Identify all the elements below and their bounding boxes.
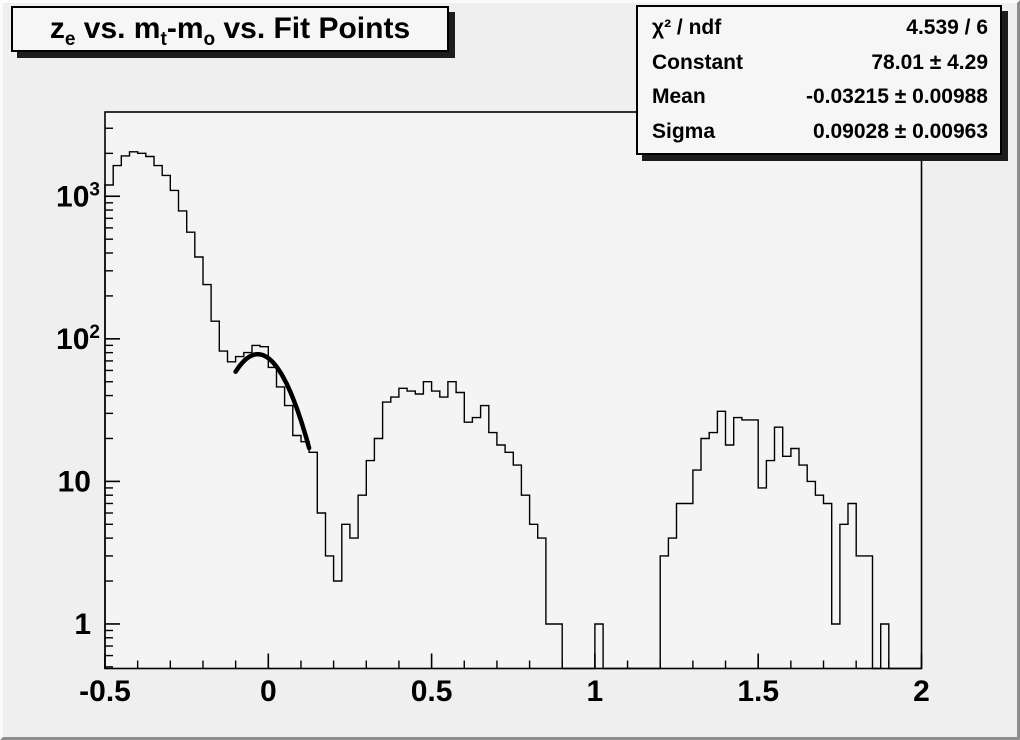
stats-label-chi2: χ² / ndf: [652, 16, 722, 40]
y-axis-tick-label: 102: [56, 322, 100, 356]
stats-value-constant: 78.01 ± 4.29: [871, 50, 988, 74]
stats-value-sigma: 0.09028 ± 0.00963: [812, 119, 988, 143]
histogram-plot: 1 10 102 103 -0.5 0 0.5 1 1.5 2: [56, 111, 930, 708]
title-subscript: t: [160, 29, 167, 50]
x-axis-tick-label: -0.5: [79, 675, 131, 708]
stats-box: χ² / ndf 4.539 / 6 Constant 78.01 ± 4.29…: [636, 5, 1002, 155]
stats-value-mean: -0.03215 ± 0.00988: [805, 85, 988, 109]
stats-row-mean: Mean -0.03215 ± 0.00988: [638, 85, 1000, 109]
x-axis-tick-label: 1: [587, 675, 604, 708]
y-axis-tick-label: 10: [58, 465, 91, 498]
stats-label-constant: Constant: [652, 50, 743, 74]
x-axis-tick-label: 0: [260, 675, 277, 708]
stats-row-sigma: Sigma 0.09028 ± 0.00963: [638, 120, 1000, 144]
gaussian-fit-curve: [233, 351, 312, 451]
x-axis-tick-label: 0.5: [411, 675, 453, 708]
x-axis-tick-label: 2: [913, 675, 930, 708]
title-box: ze vs. mt-mo vs. Fit Points: [11, 6, 449, 52]
stats-row-chi2: χ² / ndf 4.539 / 6: [638, 16, 1000, 40]
histogram-outline: [104, 151, 922, 670]
title-subscript: e: [64, 29, 76, 50]
stats-label-mean: Mean: [652, 85, 706, 109]
stats-label-sigma: Sigma: [652, 119, 716, 143]
x-axis-tick-label: 1.5: [737, 675, 779, 708]
plot-title: ze vs. mt-mo vs. Fit Points: [49, 12, 411, 50]
stats-value-chi2: 4.539 / 6: [906, 16, 988, 40]
y-axis-tick-label: 103: [56, 179, 100, 213]
y-axis-tick-label: 1: [74, 608, 91, 641]
plot-frame: [104, 111, 923, 670]
title-subscript: o: [203, 29, 216, 50]
stats-row-constant: Constant 78.01 ± 4.29: [638, 51, 1000, 75]
